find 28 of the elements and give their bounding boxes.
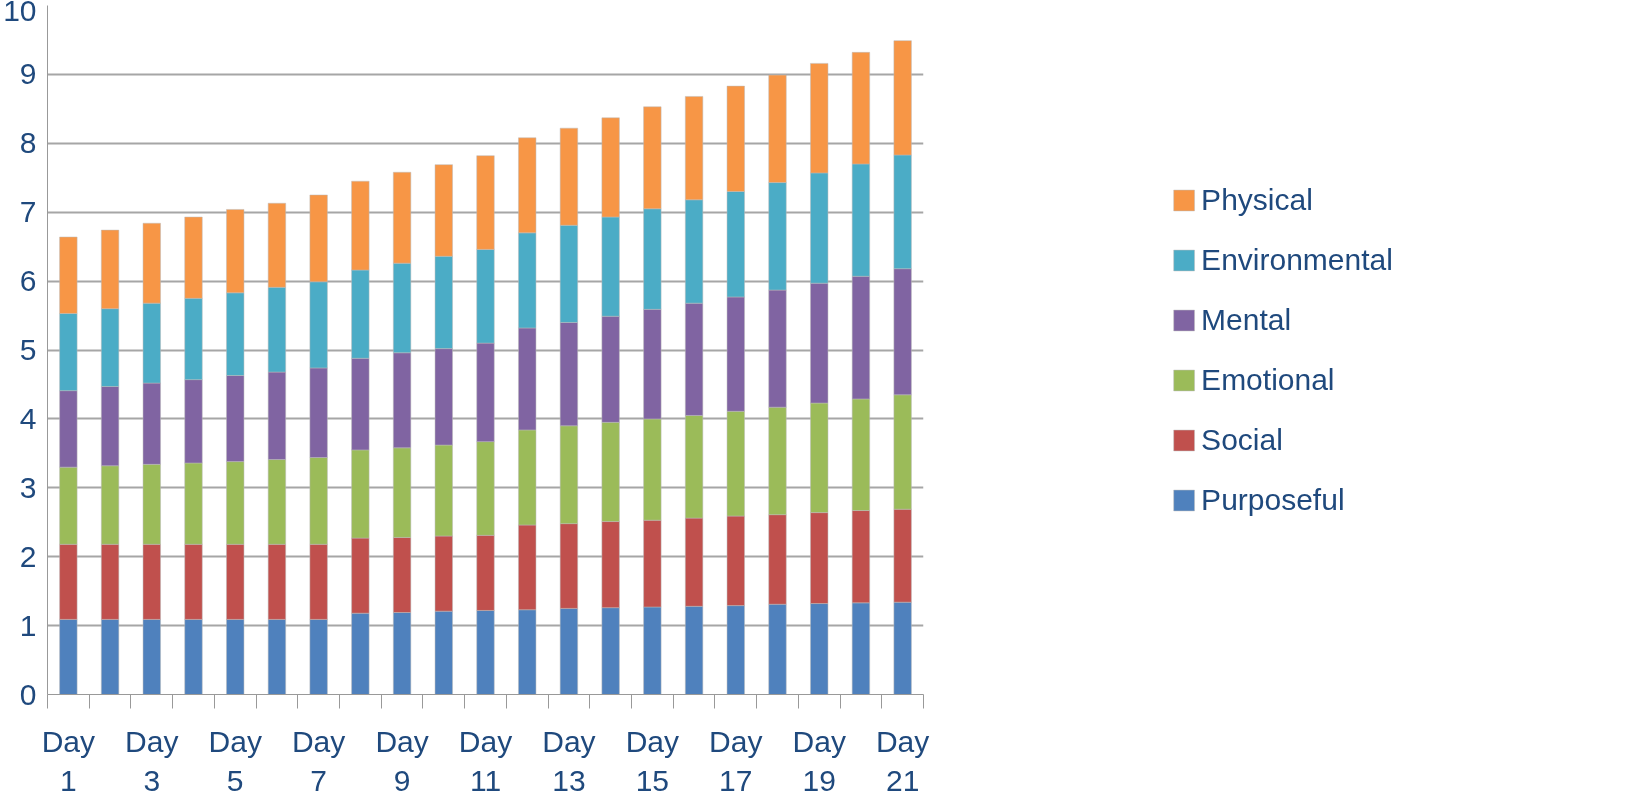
y-tick-label: 4 bbox=[19, 401, 37, 435]
legend-label: Mental bbox=[1201, 302, 1292, 337]
x-tick-label: Day 21 bbox=[875, 724, 930, 798]
legend-label: Social bbox=[1201, 422, 1283, 457]
y-tick-label: 2 bbox=[19, 539, 37, 573]
y-tick-label: 9 bbox=[19, 57, 37, 91]
legend-label: Environmental bbox=[1201, 242, 1393, 277]
x-tick-label: Day 5 bbox=[208, 724, 262, 798]
legend-label: Emotional bbox=[1201, 362, 1335, 397]
y-tick-label: 1 bbox=[19, 608, 37, 642]
legend-label: Purposeful bbox=[1201, 482, 1345, 517]
x-tick-label: Day 17 bbox=[709, 724, 763, 798]
y-tick-label: 5 bbox=[19, 333, 37, 366]
x-tick-label: Day 3 bbox=[125, 724, 179, 798]
x-tick-label: Day 13 bbox=[542, 724, 596, 798]
y-tick-label: 7 bbox=[19, 195, 37, 229]
x-tick-label: Day 9 bbox=[375, 724, 429, 798]
x-tick-label: Day 11 bbox=[458, 724, 513, 798]
legend-label: Physical bbox=[1201, 182, 1313, 217]
x-tick-label: Day 19 bbox=[792, 724, 846, 798]
x-tick-label: Day 7 bbox=[291, 724, 346, 798]
x-tick-label: Day 15 bbox=[625, 724, 680, 798]
y-tick-label: 0 bbox=[19, 677, 37, 711]
y-tick-label: 8 bbox=[19, 126, 37, 160]
y-tick-label: 10 bbox=[3, 0, 37, 27]
y-tick-label: 6 bbox=[19, 264, 37, 298]
x-tick-label: Day 1 bbox=[41, 724, 96, 798]
y-tick-label: 3 bbox=[19, 470, 37, 504]
